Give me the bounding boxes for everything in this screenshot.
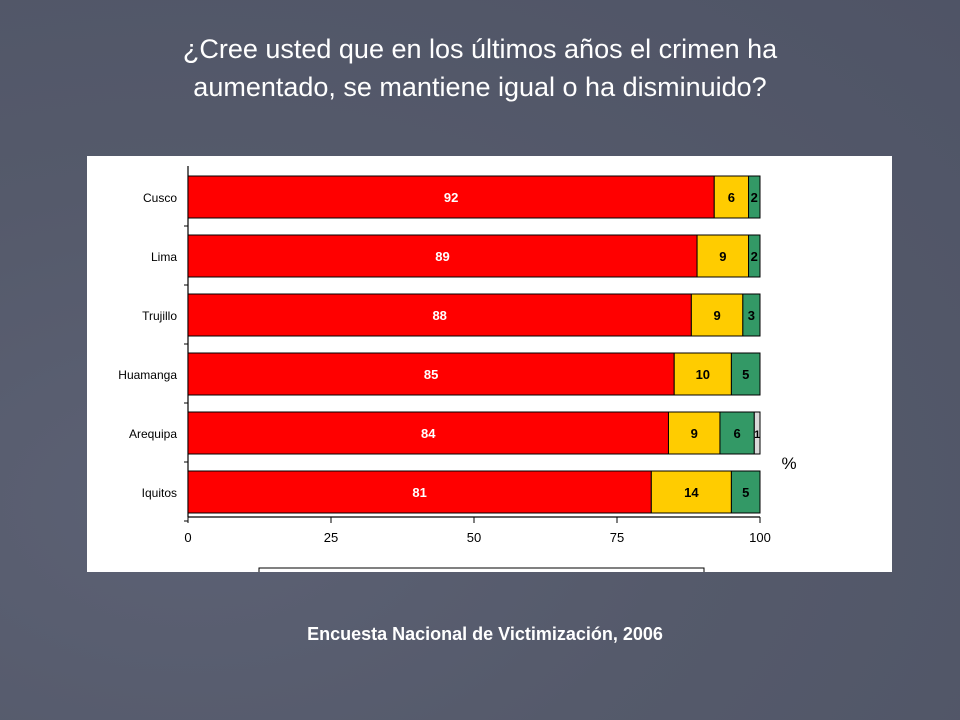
bar-segment-4-1 (667, 411, 721, 455)
data-label-5-2: 5 (742, 485, 749, 500)
data-label-3-2: 5 (742, 367, 749, 382)
bar-segment-0-1 (713, 175, 750, 219)
chart-panel: Cusco 92 6 2 Lima 89 9 2 Trujillo 88 9 3 Huamanga 85 1… (87, 156, 892, 572)
bar-segment-5-1 (650, 470, 732, 514)
slide-title-line-2: aumentado, se mantiene igual o ha dismin… (193, 72, 767, 102)
data-label-3-1: 10 (696, 367, 710, 382)
bar-segment-3-1 (673, 352, 732, 396)
panel-bottom-frame (258, 567, 705, 572)
x-tick-label-2: 50 (467, 530, 481, 545)
data-label-4-0: 84 (421, 426, 436, 441)
x-tick-label-0: 0 (184, 530, 191, 545)
unit-label: % (781, 454, 796, 473)
category-label-5: Iquitos (142, 486, 177, 500)
data-label-1-2: 2 (751, 249, 758, 264)
category-label-4: Arequipa (129, 427, 177, 441)
bar-segment-4-0 (187, 411, 669, 455)
category-label-3: Huamanga (118, 368, 177, 382)
data-label-0-1: 6 (728, 190, 735, 205)
x-tick-label-3: 75 (610, 530, 624, 545)
data-label-2-1: 9 (713, 308, 720, 323)
slide-title-line-1: ¿Cree usted que en los últimos años el c… (182, 34, 778, 64)
slide-title: ¿Cree usted que en los últimos años el c… (60, 30, 900, 106)
bar-segment-0-2 (748, 175, 761, 219)
data-label-4-1: 9 (691, 426, 698, 441)
bar-segment-4-3 (753, 411, 761, 455)
bar-segment-3-2 (730, 352, 761, 396)
bar-segment-1-2 (748, 234, 761, 278)
data-label-5-0: 81 (412, 485, 426, 500)
data-label-0-2: 2 (751, 190, 758, 205)
data-label-2-2: 3 (748, 308, 755, 323)
bar-segment-4-2 (719, 411, 755, 455)
bar-segment-1-0 (187, 234, 698, 278)
bar-segment-2-2 (742, 293, 761, 337)
data-label-4-3: 1 (754, 429, 760, 441)
x-tick-label-4: 100 (749, 530, 771, 545)
bar-segment-5-0 (187, 470, 652, 514)
data-label-1-0: 89 (435, 249, 449, 264)
data-label-3-0: 85 (424, 367, 438, 382)
survey-caption: Encuesta Nacional de Victimización, 2006 (307, 624, 663, 644)
data-label-2-0: 88 (432, 308, 446, 323)
data-label-0-0: 92 (444, 190, 458, 205)
data-label-4-2: 6 (734, 426, 741, 441)
category-label-2: Trujillo (142, 309, 177, 323)
bar-segment-5-2 (730, 470, 761, 514)
data-label-5-1: 14 (684, 485, 699, 500)
bar-segment-1-1 (696, 234, 750, 278)
category-label-1: Lima (151, 250, 177, 264)
category-label-0: Cusco (143, 191, 177, 205)
bar-segment-2-0 (187, 293, 692, 337)
data-label-1-1: 9 (719, 249, 726, 264)
bar-segment-0-0 (187, 175, 715, 219)
x-tick-label-1: 25 (324, 530, 338, 545)
